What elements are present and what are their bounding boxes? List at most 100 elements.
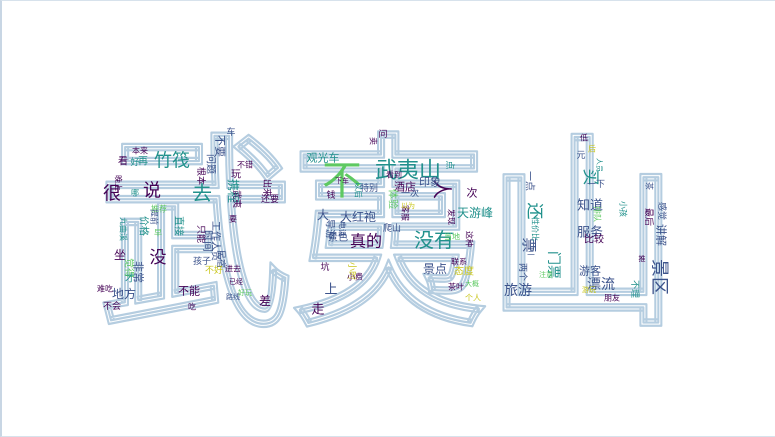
word-86: 后 [588, 144, 596, 154]
word-98: 本来 [132, 146, 148, 156]
word-106: 难吃 [97, 284, 113, 294]
word-79: 钱 [326, 189, 335, 201]
word-21: 大红袍 [340, 209, 376, 224]
word-23: 大 [317, 208, 329, 222]
word-67: 不会 [103, 300, 121, 312]
word-93: 这种 [465, 231, 475, 247]
word-100: 九曲溪 [119, 217, 129, 241]
word-27: 天游峰 [457, 206, 493, 220]
word-26: 坐 [114, 248, 126, 262]
word-47: 看 [118, 155, 128, 168]
word-25: 差 [259, 294, 271, 308]
word-90: 不错 [237, 160, 253, 170]
word-102: 推荐 [151, 204, 167, 214]
word-111: 好玩 [238, 288, 252, 297]
word-74: 性价比 [531, 217, 541, 241]
word-113: 大概 [465, 279, 479, 288]
word-83: 吃 [188, 302, 196, 312]
word-105: 茶叶 [448, 282, 464, 292]
word-50: 才 [125, 272, 135, 285]
word-73: 朋友 [604, 293, 620, 303]
word-cloud-words: 不武夷山人没有 去竹筏很 说景区 没 买还真的 票旅游门票漂流 服务 知道走上 大红袍景点 大 携程… [97, 126, 670, 318]
word-48: 再 [138, 156, 148, 168]
word-44: 比较 [584, 233, 604, 246]
word-17: 服务 [577, 225, 603, 241]
word-5: 竹筏 [154, 151, 190, 172]
word-60: 武夷 [231, 190, 243, 208]
word-0: 不 [322, 158, 362, 204]
word-89: 卖 [369, 137, 378, 145]
word-75: 小孩 [619, 201, 629, 217]
word-71: 感觉 [656, 202, 668, 220]
word-32: 不要 [214, 135, 227, 157]
word-51: 一点 [524, 171, 536, 191]
word-20: 上 [324, 283, 337, 298]
word-52: 次 [467, 186, 478, 200]
word-119: 路线 [226, 292, 240, 301]
word-6: 很 [103, 184, 121, 205]
word-2: 人 [430, 179, 454, 199]
word-117: 人员 [595, 158, 603, 172]
word-64: 民宿 [215, 250, 227, 268]
word-81: 客服 [401, 205, 411, 221]
word-49: 低 [580, 133, 588, 143]
word-108: 坑 [320, 261, 329, 273]
word-84: 好 [130, 156, 139, 168]
word-87: 问 [378, 128, 387, 140]
word-109: 提前 [150, 209, 160, 225]
word-104: 早 [154, 229, 162, 238]
word-30: 游客 [579, 264, 601, 278]
word-63: 只能 [195, 225, 207, 243]
word-53: 态度 [454, 265, 474, 278]
word-55: 特别 [360, 182, 378, 194]
word-13: 票 [520, 237, 538, 252]
outline-characters: 武夷山 [99, 118, 679, 356]
word-37: 观光车 [307, 151, 340, 165]
word-18: 知道 [577, 198, 603, 214]
word-112: 以为 [401, 201, 415, 210]
word-12: 真的 [350, 232, 382, 251]
word-85: 车 [226, 126, 235, 138]
word-82: 发现 [447, 209, 457, 225]
word-95: 个人 [465, 294, 481, 303]
word-36: 印象 [419, 176, 441, 189]
word-15: 门票 [545, 251, 561, 279]
word-35: 酒店 [394, 180, 416, 194]
word-3: 没有 [414, 228, 454, 252]
word-16: 漂流 [587, 277, 615, 293]
word-14: 旅游 [504, 283, 532, 299]
word-101: 联系 [451, 257, 467, 267]
word-29: 不能 [178, 284, 200, 298]
word-99: 晚上 [114, 175, 124, 191]
word-58: 小时 [346, 262, 358, 280]
word-19: 走 [311, 303, 324, 318]
word-56: 爬山 [383, 223, 401, 234]
word-1: 武夷山 [375, 159, 441, 184]
word-24: 携程 [226, 179, 241, 203]
word-9: 没 [150, 248, 167, 268]
word-115: 已经 [229, 277, 243, 286]
word-31: 讲解 [655, 224, 669, 246]
word-116: 推 [639, 254, 646, 263]
word-107: 当地 [444, 232, 460, 242]
word-33: 非常 [132, 261, 145, 283]
word-11: 还 [524, 203, 544, 220]
word-61: 出来 [261, 179, 273, 197]
word-110: 哪 [131, 189, 139, 198]
word-22: 景点 [423, 262, 447, 276]
word-42: 导游 [324, 219, 337, 239]
word-97: 要 [229, 215, 237, 224]
word-78: 元 [576, 151, 585, 161]
word-54: 体验 [387, 189, 400, 209]
word-4: 去 [192, 181, 212, 205]
word-94: 小费 [347, 272, 363, 282]
word-10: 买 [580, 169, 600, 186]
word-92: 看到 [386, 171, 402, 180]
word-70: 最后 [643, 208, 654, 226]
word-38: 问题 [205, 154, 218, 174]
word-34: 时间 [202, 230, 215, 252]
word-59: 根本 [195, 167, 207, 185]
word-43: 景色 [328, 231, 348, 244]
